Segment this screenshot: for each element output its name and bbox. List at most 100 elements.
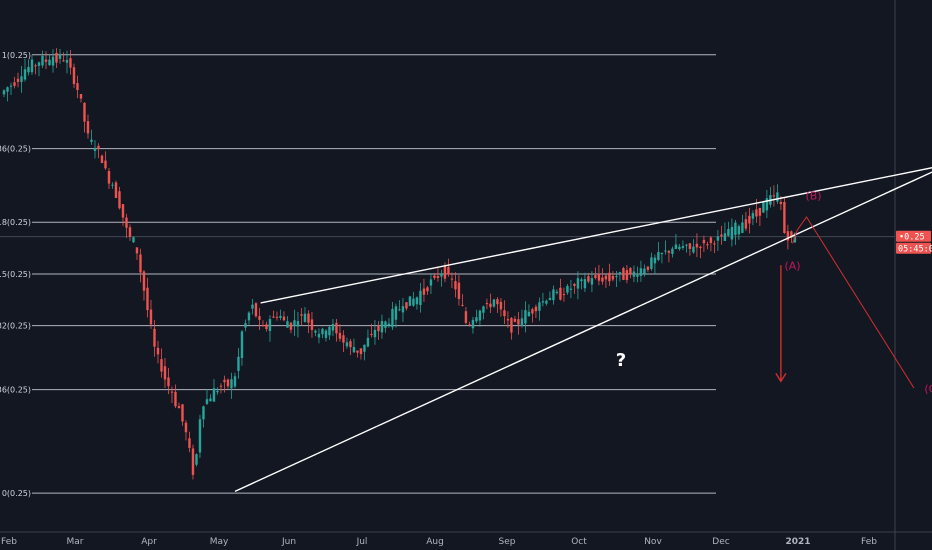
down-candle xyxy=(786,231,790,241)
up-candle xyxy=(751,213,755,219)
up-candle xyxy=(639,268,643,276)
down-candle xyxy=(450,278,454,280)
countdown-tag-bg xyxy=(896,242,931,254)
up-candle xyxy=(93,147,97,151)
up-candle xyxy=(314,330,317,333)
down-candle xyxy=(289,322,293,330)
down-candle xyxy=(559,287,562,300)
down-candle xyxy=(307,313,310,323)
up-candle xyxy=(618,272,622,274)
down-candle xyxy=(601,277,604,282)
up-candle xyxy=(279,315,282,318)
down-candle xyxy=(706,244,709,246)
down-candle xyxy=(167,377,170,387)
up-candle xyxy=(681,246,685,248)
down-candle xyxy=(160,359,163,372)
up-candle xyxy=(366,337,370,347)
up-candle xyxy=(111,184,114,186)
up-candle xyxy=(741,222,744,233)
up-candle xyxy=(538,302,541,311)
up-candle xyxy=(692,246,695,253)
wave-labels: (B) (A) (C)? xyxy=(616,189,932,395)
up-candle xyxy=(324,330,328,338)
up-candle xyxy=(23,69,27,80)
down-candle xyxy=(219,385,223,387)
down-candle xyxy=(695,243,699,248)
wave-projection[interactable] xyxy=(775,216,915,389)
up-candle xyxy=(727,229,730,236)
up-candle xyxy=(664,250,667,252)
up-candle xyxy=(240,331,244,358)
abc-projection-path[interactable] xyxy=(792,216,915,389)
down-candle xyxy=(76,83,79,91)
lower-trendline[interactable] xyxy=(234,164,932,493)
wave-label: (A) xyxy=(784,260,800,273)
up-candle xyxy=(734,222,737,235)
time-axis[interactable]: Feb Mar Apr May Jun Jul Aug Sep Oct Nov Dec 2021 Feb xyxy=(1,537,877,547)
up-candle xyxy=(440,273,443,277)
up-candle xyxy=(765,198,769,211)
up-candle xyxy=(90,139,93,142)
down-candle xyxy=(608,272,611,282)
down-candle xyxy=(125,217,128,228)
up-candle xyxy=(408,296,412,306)
up-candle xyxy=(132,237,135,243)
up-candle xyxy=(419,290,422,305)
up-candle xyxy=(216,390,219,393)
up-candle xyxy=(412,298,415,306)
down-candle xyxy=(272,316,275,318)
down-candle xyxy=(454,281,457,290)
down-candle xyxy=(625,270,629,281)
down-candle xyxy=(611,276,615,280)
down-candle xyxy=(597,273,601,281)
down-candle xyxy=(573,283,576,286)
up-candle xyxy=(58,53,62,59)
trendline-drawings[interactable] xyxy=(234,164,932,493)
up-candle xyxy=(541,301,545,303)
up-candle xyxy=(478,310,482,321)
down-candle xyxy=(562,294,566,296)
time-axis-label: Sep xyxy=(499,537,516,547)
down-candle xyxy=(223,379,226,383)
down-candle xyxy=(447,267,450,275)
down-candle xyxy=(13,82,16,86)
up-candle xyxy=(293,320,296,327)
down-candle xyxy=(265,324,268,330)
down-candle xyxy=(163,366,167,380)
down-candle xyxy=(107,171,111,184)
up-candle xyxy=(2,90,6,95)
up-candle xyxy=(65,59,69,63)
down-candle xyxy=(310,319,314,330)
down-candle xyxy=(755,209,758,217)
down-candle xyxy=(335,322,338,334)
down-candle xyxy=(55,52,58,63)
up-candle xyxy=(674,244,678,249)
down-candle xyxy=(506,319,510,321)
time-axis-label: Mar xyxy=(67,537,84,547)
time-axis-label: Nov xyxy=(644,537,662,547)
down-candle xyxy=(748,215,751,224)
down-candle xyxy=(622,268,625,280)
down-candle xyxy=(422,288,426,295)
upper-trendline[interactable] xyxy=(260,164,932,304)
down-candle xyxy=(16,78,20,82)
fib-level-label: 0.5(0.25) xyxy=(0,270,31,279)
up-candle xyxy=(657,252,660,261)
current-price-tag[interactable]: •0.25 05:45:00 xyxy=(896,230,932,255)
down-candle xyxy=(184,422,188,433)
down-candle xyxy=(135,247,139,254)
up-candle xyxy=(247,312,251,321)
down-candle xyxy=(426,287,429,292)
down-candle xyxy=(254,303,258,317)
up-candle xyxy=(583,279,587,289)
price-axis[interactable]: •0.25 05:45:00 xyxy=(896,230,932,255)
time-axis-label: Jun xyxy=(281,537,296,547)
down-candle xyxy=(177,406,181,409)
down-candle xyxy=(699,246,702,249)
down-candle xyxy=(156,347,160,355)
down-candle xyxy=(338,332,342,339)
down-candle xyxy=(702,239,706,244)
down-candle xyxy=(62,60,65,62)
